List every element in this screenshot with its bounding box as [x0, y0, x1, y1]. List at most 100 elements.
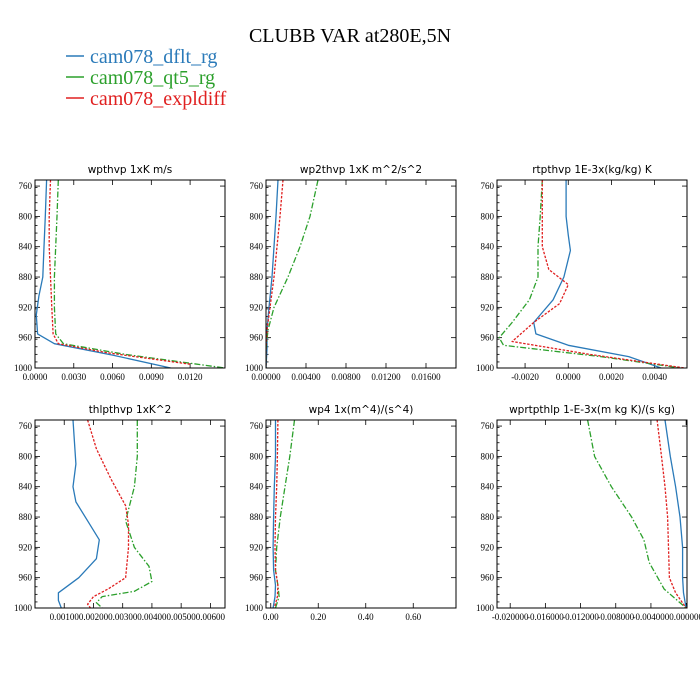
x-tick-label: 0.40 [358, 612, 374, 622]
y-tick-label: 840 [19, 482, 33, 492]
series-line-expldiff [266, 180, 284, 368]
y-tick-label: 960 [481, 333, 495, 343]
x-tick-label: 0.20 [310, 612, 326, 622]
y-tick-label: 920 [19, 542, 33, 552]
x-tick-label: -0.020000 [492, 612, 529, 622]
y-tick-label: 920 [250, 542, 264, 552]
y-tick-label: 960 [250, 333, 264, 343]
panel-frame [265, 179, 457, 369]
panel-frame [34, 179, 226, 369]
y-tick-label: 800 [250, 451, 264, 461]
series-line-expldiff [511, 180, 685, 368]
legend-label-qt5: cam078_qt5_rg [90, 67, 215, 89]
panel-2: wp2thvp 1xK m^2/s^2 760 800 840 880 920 960 100… [245, 164, 457, 382]
panel-title: wprtpthlp 1-E-3x(m kg K)/(s kg) [509, 404, 675, 416]
panel-title: wpthvp 1xK m/s [88, 164, 173, 176]
panel-4: thlpthvp 1xK^2 760 800 840 880 920 960 1000 0.00… [14, 404, 226, 622]
y-tick-label: 1000 [14, 363, 33, 373]
y-tick-label: 840 [250, 482, 264, 492]
x-tick-label: 0.000000 [669, 612, 700, 622]
panel-5: wp4 1x(m^4)/(s^4) 760 800 840 880 920 960 1000 0… [245, 404, 457, 622]
panel-6: wprtpthlp 1-E-3x(m kg K)/(s kg) 760 800 840… [476, 404, 700, 622]
legend-label-dflt: cam078_dflt_rg [90, 46, 217, 68]
legend-item-qt5: cam078_qt5_rg [66, 67, 215, 89]
panels: wpthvp 1xK m/s76080084088092096010000.00… [14, 164, 700, 622]
panel-frame [496, 419, 688, 609]
series-line-qt5 [95, 420, 153, 608]
series-line-expldiff [273, 420, 279, 608]
y-tick-label: 760 [19, 181, 33, 191]
y-tick-label: 960 [19, 573, 33, 583]
x-tick-label: 0.0000 [23, 372, 48, 382]
x-tick-label: 0.00000 [251, 372, 281, 382]
x-tick-label: 0.0020 [599, 372, 624, 382]
x-tick-label: -0.004000 [633, 612, 670, 622]
panel-frame [34, 419, 226, 609]
x-tick-label: -0.016000 [527, 612, 564, 622]
legend-label-expldiff: cam078_expldiff [90, 88, 227, 110]
x-tick-label: 0.01200 [371, 372, 401, 382]
y-tick-label: 840 [481, 482, 495, 492]
panel-frame [265, 419, 457, 609]
x-tick-label: 0.60 [405, 612, 421, 622]
panel-frame [496, 179, 688, 369]
figure-title: CLUBB VAR at280E,5N [249, 25, 451, 47]
y-tick-label: 800 [481, 211, 495, 221]
y-tick-label: 880 [481, 512, 495, 522]
legend-item-expldiff: cam078_expldiff [66, 88, 227, 110]
y-tick-label: 760 [481, 181, 495, 191]
x-tick-label: -0.012000 [562, 612, 599, 622]
y-tick-label: 880 [250, 272, 264, 282]
panel-title: rtpthvp 1E-3x(kg/kg) K [532, 164, 653, 176]
y-tick-label: 880 [250, 512, 264, 522]
y-tick-label: 880 [481, 272, 495, 282]
series-line-dflt [57, 420, 100, 608]
series-line-dflt [664, 420, 687, 608]
y-tick-label: 800 [250, 211, 264, 221]
panel-title: wp4 1x(m^4)/(s^4) [309, 404, 414, 416]
y-tick-label: 800 [481, 451, 495, 461]
x-tick-label: 0.0120 [178, 372, 203, 382]
y-tick-label: 1000 [14, 603, 33, 613]
y-tick-label: 920 [481, 542, 495, 552]
y-tick-label: 1000 [245, 603, 264, 613]
x-tick-label: -0.008000 [597, 612, 634, 622]
panel-title: thlpthvp 1xK^2 [89, 404, 172, 416]
y-tick-label: 960 [481, 573, 495, 583]
series-line-qt5 [498, 180, 681, 368]
series-line-dflt [272, 420, 277, 608]
y-tick-label: 880 [19, 272, 33, 282]
y-tick-label: 760 [250, 181, 264, 191]
legend: cam078_dflt_rg cam078_qt5_rg cam078_expl… [66, 46, 227, 110]
y-tick-label: 760 [250, 421, 264, 431]
y-tick-label: 840 [481, 242, 495, 252]
x-tick-label: 0.00200 [79, 612, 109, 622]
x-tick-label: -0.0020 [511, 372, 539, 382]
y-tick-label: 1000 [476, 363, 495, 373]
x-tick-label: 0.00400 [291, 372, 321, 382]
series-line-qt5 [53, 180, 225, 368]
x-tick-label: 0.0030 [61, 372, 86, 382]
y-tick-label: 960 [250, 573, 264, 583]
y-tick-label: 960 [19, 333, 33, 343]
panel-title: wp2thvp 1xK m^2/s^2 [300, 164, 422, 176]
y-tick-label: 760 [481, 421, 495, 431]
x-tick-label: 0.0060 [100, 372, 125, 382]
legend-item-dflt: cam078_dflt_rg [66, 46, 217, 68]
y-tick-label: 760 [19, 421, 33, 431]
x-tick-label: 0.0040 [642, 372, 667, 382]
y-tick-label: 920 [481, 302, 495, 312]
y-tick-label: 920 [250, 302, 264, 312]
panel-1: wpthvp 1xK m/s76080084088092096010000.00… [14, 164, 226, 382]
y-tick-label: 840 [250, 242, 264, 252]
x-tick-label: 0.01600 [411, 372, 441, 382]
y-tick-label: 1000 [476, 603, 495, 613]
y-tick-label: 1000 [245, 363, 264, 373]
x-tick-label: 0.00500 [167, 612, 197, 622]
y-tick-label: 800 [19, 451, 33, 461]
x-tick-label: 0.00100 [50, 612, 80, 622]
panel-3: rtpthvp 1E-3x(kg/kg) K 760 800 840 880 920 960… [476, 164, 688, 382]
y-tick-label: 920 [19, 302, 33, 312]
x-tick-label: 0.0090 [139, 372, 164, 382]
